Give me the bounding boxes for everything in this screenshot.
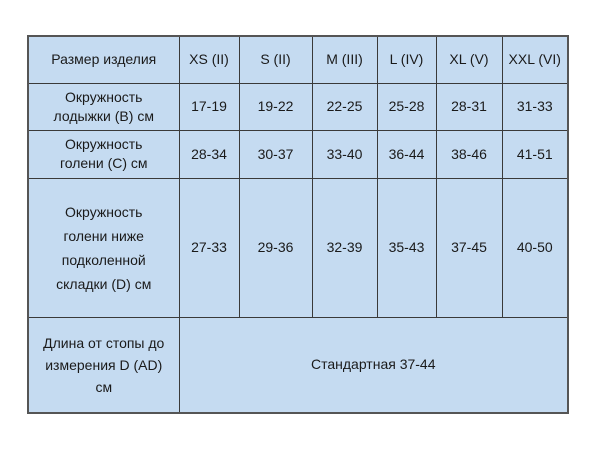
standard-length-cell: Стандартная 37-44 <box>178 316 569 414</box>
value-cell: 29-36 <box>238 177 313 318</box>
header-cell: XXL (VI) <box>501 35 569 84</box>
header-cell: Размер изделия <box>27 35 180 84</box>
table-row: Окружность лодыжки (B) см 17-19 19-22 22… <box>27 82 569 131</box>
row-label: Окружность лодыжки (B) см <box>27 82 180 131</box>
value-cell: 33-40 <box>311 129 378 179</box>
value-cell: 25-28 <box>376 82 437 131</box>
value-cell: 28-34 <box>178 129 240 179</box>
value-cell: 19-22 <box>238 82 313 131</box>
value-cell: 38-46 <box>435 129 503 179</box>
value-cell: 31-33 <box>501 82 569 131</box>
header-cell: XS (II) <box>178 35 240 84</box>
value-cell: 41-51 <box>501 129 569 179</box>
row-label: Окружность голени (C) см <box>27 129 180 179</box>
row-label: Длина от стопы до измерения D (AD) см <box>27 316 180 414</box>
table-row: Окружность голени (C) см 28-34 30-37 33-… <box>27 129 569 179</box>
header-row: Размер изделия XS (II) S (II) M (III) L … <box>27 35 569 84</box>
value-cell: 17-19 <box>178 82 240 131</box>
value-cell: 35-43 <box>376 177 437 318</box>
value-cell: 37-45 <box>435 177 503 318</box>
value-cell: 40-50 <box>501 177 569 318</box>
header-cell: L (IV) <box>376 35 437 84</box>
header-cell: S (II) <box>238 35 313 84</box>
header-cell: XL (V) <box>435 35 503 84</box>
value-cell: 22-25 <box>311 82 378 131</box>
value-cell: 28-31 <box>435 82 503 131</box>
row-label: Окружность голени ниже подколенной склад… <box>27 177 180 318</box>
header-cell: M (III) <box>311 35 378 84</box>
size-chart-table: Размер изделия XS (II) S (II) M (III) L … <box>27 35 569 414</box>
table-row: Длина от стопы до измерения D (AD) см Ст… <box>27 316 569 414</box>
value-cell: 36-44 <box>376 129 437 179</box>
table-row: Окружность голени ниже подколенной склад… <box>27 177 569 318</box>
value-cell: 32-39 <box>311 177 378 318</box>
value-cell: 30-37 <box>238 129 313 179</box>
value-cell: 27-33 <box>178 177 240 318</box>
